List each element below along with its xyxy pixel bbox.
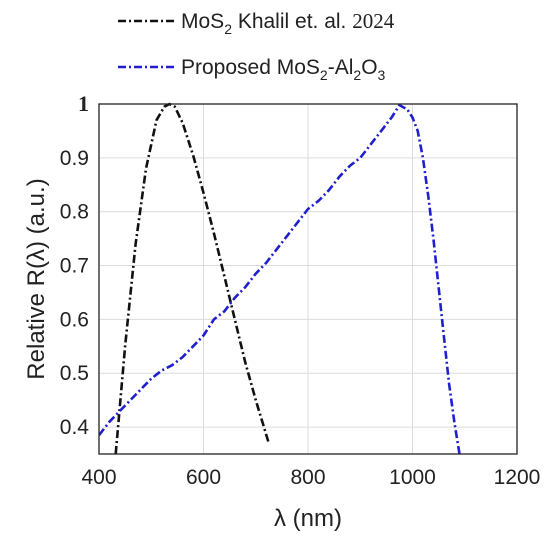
legend-label-khalil: MoS2 Khalil et. al. 2024	[181, 9, 395, 37]
legend-label-proposed: Proposed MoS2-Al2O3	[181, 56, 386, 83]
y-axis-label: Relative R(λ) (a.u.)	[23, 178, 50, 379]
series-layer	[99, 102, 461, 454]
y-tick-label: 0.7	[60, 255, 89, 278]
y-tick-label: 0.4	[60, 416, 90, 439]
x-tick-label: 1200	[494, 466, 541, 489]
x-axis-label: λ (nm)	[274, 505, 342, 532]
x-tick-label: 1000	[389, 466, 436, 489]
x-tick-label: 800	[290, 466, 325, 489]
x-tick-label: 400	[81, 466, 116, 489]
x-tick-label: 600	[186, 466, 221, 489]
series-line-khalil	[114, 102, 271, 454]
series-line-proposed	[99, 103, 461, 454]
y-tick-label: 0.8	[60, 201, 89, 224]
y-tick-labels: 0.4 0.5 0.6 0.7 0.8 0.9 1	[60, 91, 90, 439]
y-tick-label: 0.5	[60, 362, 89, 385]
y-tick-label: 0.6	[60, 308, 89, 331]
plot-frame	[98, 103, 518, 455]
legend: MoS2 Khalil et. al. 2024 Proposed MoS2-A…	[118, 9, 395, 83]
y-tick-label: 0.9	[60, 147, 89, 170]
y-tick-label: 1	[78, 91, 89, 116]
x-tick-labels: 400 600 800 1000 1200	[81, 466, 540, 489]
